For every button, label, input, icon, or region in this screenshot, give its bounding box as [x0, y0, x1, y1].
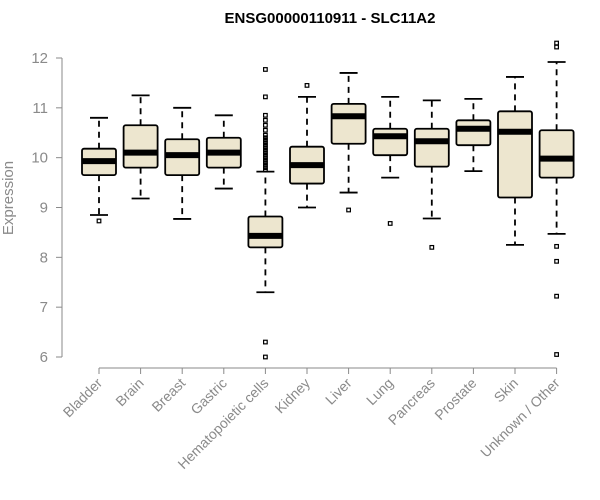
x-tick-label: Breast	[148, 375, 188, 415]
x-tick-label: Skin	[491, 375, 522, 406]
box-iqr	[122, 124, 159, 169]
box-group	[372, 95, 409, 226]
y-tick-label: 6	[40, 349, 48, 366]
y-tick-label: 11	[32, 100, 48, 117]
x-tick-label: Bladder	[60, 375, 106, 421]
x-tick-label: Kidney	[272, 375, 314, 417]
outlier-point	[554, 352, 559, 357]
y-tick-label: 9	[40, 200, 48, 217]
outlier-point	[387, 221, 393, 226]
outlier-point	[263, 140, 268, 146]
box-group	[289, 83, 325, 209]
y-axis-label: Expression	[0, 161, 17, 235]
outlier-point	[263, 354, 268, 360]
outlier-point	[263, 127, 268, 133]
x-tick-label: Liver	[322, 375, 355, 408]
box-group	[164, 106, 201, 220]
box-iqr	[247, 215, 284, 249]
outlier-point	[96, 218, 102, 224]
plot-area	[81, 40, 575, 360]
outlier-point	[263, 142, 268, 148]
x-tick-label: Unknown / Other	[477, 375, 563, 461]
outlier-point	[263, 155, 268, 161]
outlier-point	[263, 135, 268, 141]
y-tick-label: 12	[31, 50, 48, 67]
y-tick-label: 7	[40, 299, 48, 316]
outlier-point	[263, 339, 268, 345]
outlier-point	[554, 243, 559, 249]
box-group	[81, 116, 117, 224]
x-tick-label: Prostate	[431, 375, 479, 423]
outlier-point	[263, 157, 268, 163]
outlier-point	[263, 117, 268, 123]
outlier-point	[263, 145, 268, 151]
outlier-point	[263, 147, 268, 153]
box-iqr	[372, 127, 409, 157]
box-iqr	[455, 119, 492, 147]
box-group	[330, 72, 367, 213]
x-tick-label: Lung	[363, 375, 396, 408]
outlier-point	[554, 293, 559, 299]
box-group	[538, 40, 575, 357]
box-iqr	[330, 102, 367, 145]
box-iqr	[497, 110, 533, 199]
outlier-point	[263, 152, 268, 158]
box-group	[205, 114, 242, 190]
box-group	[122, 94, 159, 200]
outlier-point	[346, 207, 351, 213]
outlier-point	[554, 40, 559, 46]
outlier-point	[263, 162, 268, 168]
box-group	[413, 99, 450, 250]
outlier-point	[263, 150, 268, 156]
outlier-point	[263, 137, 268, 143]
outlier-point	[263, 167, 268, 173]
y-axis: 6 7 8 9 10 11 12	[31, 50, 63, 366]
box-group	[497, 76, 533, 246]
box-group	[455, 97, 492, 173]
outlier-point	[263, 165, 268, 171]
outlier-point	[263, 160, 268, 166]
chart-title: ENSG00000110911 - SLC11A2	[225, 10, 436, 27]
x-tick-label: Brain	[112, 375, 146, 409]
outlier-point	[554, 258, 559, 264]
outlier-point	[263, 132, 268, 138]
outlier-point	[263, 94, 268, 100]
box-iqr	[413, 127, 450, 168]
outlier-point	[304, 83, 310, 88]
box-iqr	[538, 129, 575, 179]
outlier-point	[263, 122, 268, 128]
y-tick-label: 8	[40, 249, 48, 266]
outlier-point	[554, 44, 559, 50]
outlier-point	[429, 244, 435, 250]
outlier-point	[263, 112, 268, 118]
box-group	[247, 67, 284, 360]
y-tick-label: 10	[31, 150, 48, 167]
outlier-point	[263, 67, 268, 72]
